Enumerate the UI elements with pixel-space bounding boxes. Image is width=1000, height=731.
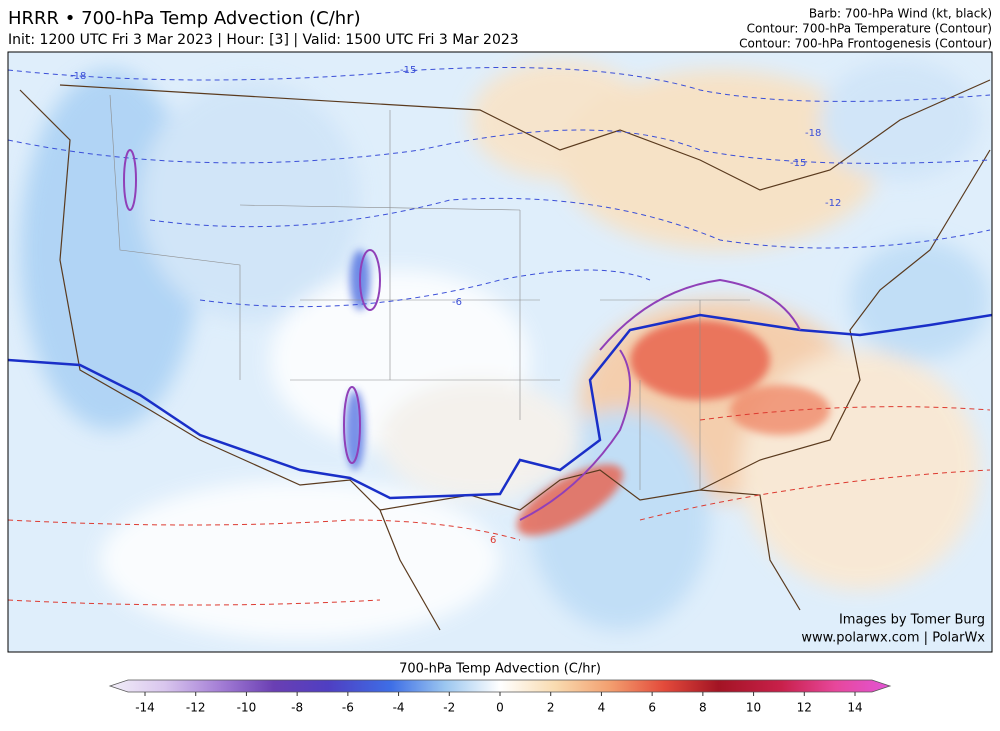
contour-label: -18: [805, 128, 821, 139]
title: HRRR • 700-hPa Temp Advection (C/hr): [8, 8, 361, 29]
legend-line: Contour: 700-hPa Temperature (Contour): [747, 22, 992, 36]
credit: Images by Tomer Burg: [839, 613, 985, 628]
colorbar-tick-label: 0: [496, 701, 504, 715]
subtitle: Init: 1200 UTC Fri 3 Mar 2023 | Hour: [3…: [8, 32, 519, 48]
colorbar-tick-label: -2: [443, 701, 455, 715]
legend-line: Barb: 700-hPa Wind (kt, black): [809, 7, 992, 21]
colorbar-title: 700-hPa Temp Advection (C/hr): [399, 662, 601, 677]
contour-label: -15: [400, 65, 416, 76]
colorbar-tick-label: -4: [393, 701, 405, 715]
colorbar-tick-label: 6: [648, 701, 656, 715]
contour-label: -6: [452, 297, 462, 308]
contour-label: -12: [825, 198, 841, 209]
credit: www.polarwx.com | PolarWx: [801, 631, 985, 646]
colorbar-tick-label: -10: [237, 701, 257, 715]
contour-label: 6: [490, 535, 496, 546]
colorbar-tick-label: 8: [699, 701, 707, 715]
colorbar: -14 -12 -10 -8 -6 -4 -2 0 2 4 6 8 10 12 14: [108, 679, 892, 715]
colorbar-tick-label: -6: [342, 701, 354, 715]
colorbar-tick-label: 4: [598, 701, 606, 715]
contour-label: -15: [790, 158, 806, 169]
map: -18 -15 -18 -15 -12 -6 6 Images by Tomer…: [8, 52, 992, 652]
colorbar-bar: [108, 679, 892, 693]
legend-line: Contour: 700-hPa Frontogenesis (Contour): [739, 37, 992, 51]
colorbar-tick-label: 14: [847, 701, 862, 715]
colorbar-tick-label: 2: [547, 701, 555, 715]
colorbar-tick-label: 12: [797, 701, 812, 715]
colorbar-tick-label: -14: [135, 701, 155, 715]
colorbar-tick-label: 10: [746, 701, 761, 715]
map-frame: [7, 51, 993, 653]
contour-label: -18: [70, 71, 86, 82]
colorbar-tick-label: -8: [291, 701, 303, 715]
colorbar-tick-label: -12: [186, 701, 206, 715]
